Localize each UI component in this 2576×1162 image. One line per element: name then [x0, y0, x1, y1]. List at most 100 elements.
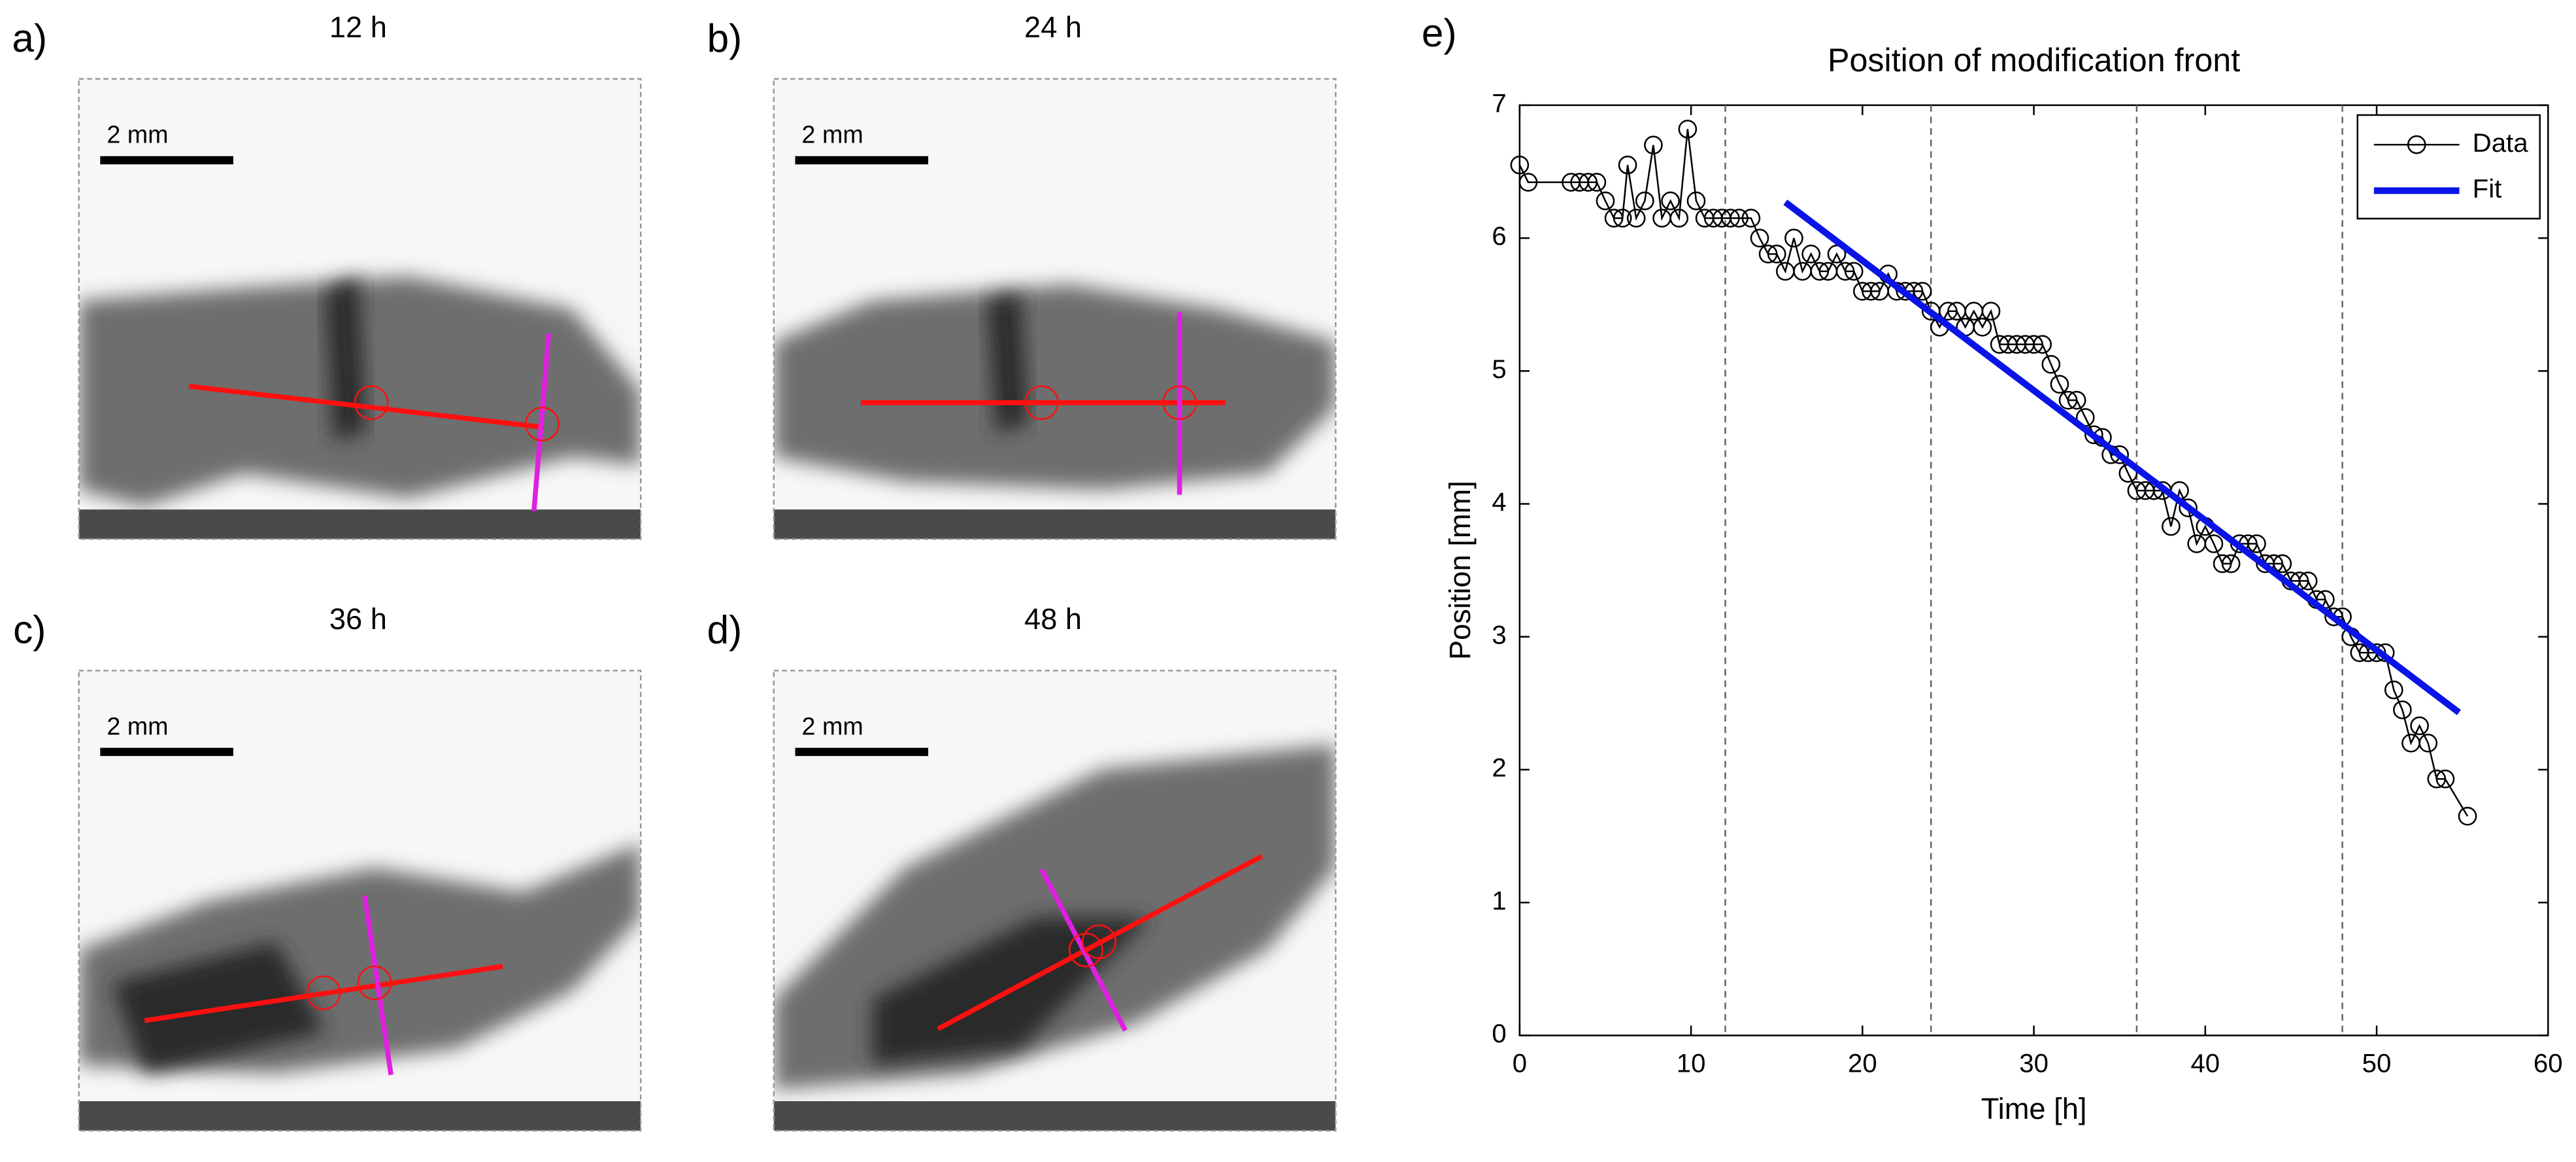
sample-body — [773, 284, 1336, 490]
plot-area — [1518, 104, 2549, 1036]
data-point — [1661, 191, 1680, 211]
data-point — [1767, 245, 1786, 264]
data-point — [2213, 554, 2232, 573]
data-point — [1758, 245, 1778, 264]
data-point — [1801, 245, 1821, 264]
data-point — [2418, 734, 2438, 753]
data-line — [1518, 129, 2469, 817]
data-point — [1579, 173, 1598, 192]
data-point — [1741, 209, 1761, 228]
data-point — [2179, 498, 2198, 517]
data-point — [1827, 245, 1847, 264]
data-point — [2041, 354, 2061, 374]
center-marker — [525, 407, 560, 441]
bottom-strip — [773, 509, 1336, 539]
data-point — [1613, 209, 1632, 228]
sample-core — [325, 276, 367, 441]
axis-magenta — [531, 333, 552, 511]
micrograph: 2 mm — [773, 78, 1337, 540]
axis-magenta — [362, 895, 393, 1076]
data-point — [2393, 700, 2412, 719]
x-tick-label: 10 — [1677, 1048, 1706, 1078]
scale-label: 2 mm — [802, 121, 863, 148]
data-point — [1686, 191, 1706, 211]
y-tick-label: 5 — [1492, 354, 1506, 384]
data-point — [2204, 534, 2224, 553]
data-point — [2084, 425, 2103, 445]
data-point — [2050, 375, 2069, 394]
y-tick-label: 2 — [1492, 753, 1506, 783]
center-marker — [1162, 385, 1197, 420]
micrograph: 2 mm — [78, 78, 642, 540]
frame — [78, 670, 642, 1132]
x-tick-label: 20 — [1848, 1048, 1877, 1078]
data-point — [2110, 445, 2130, 464]
y-tick-label: 6 — [1492, 222, 1506, 251]
scale-bar — [795, 747, 929, 757]
data-point — [2298, 572, 2318, 590]
axis-magenta — [1039, 868, 1128, 1032]
data-point — [1913, 282, 1932, 301]
scale-label: 2 mm — [802, 712, 863, 740]
bottom-strip — [78, 509, 641, 539]
center-marker — [357, 965, 392, 1000]
data-point — [1669, 209, 1689, 228]
frame — [773, 670, 1337, 1132]
micrograph-content — [773, 78, 1336, 539]
center-marker — [1068, 932, 1103, 968]
x-tick-label: 30 — [2019, 1048, 2049, 1078]
data-point — [2024, 335, 2043, 354]
image-panels: a) 12 h 2 mm b) 24 h 2 mm c) 36 h 2 mm d) 48 h 2 mm — [12, 10, 1337, 1132]
data-point — [1862, 282, 1881, 301]
y-tick-label: 3 — [1492, 620, 1506, 649]
data-point — [2067, 390, 2086, 410]
legend-marker — [2407, 135, 2426, 154]
center-marker — [354, 385, 389, 420]
x-tick-label: 50 — [2362, 1048, 2392, 1078]
data-point — [1596, 191, 1615, 211]
data-point — [1644, 135, 1663, 155]
panel-label: b) — [707, 16, 743, 60]
data-point — [1618, 155, 1637, 175]
y-tick-label: 7 — [1492, 88, 1506, 118]
panel-label: d) — [707, 607, 743, 652]
panel-time: 36 h — [329, 602, 387, 636]
data-point — [1973, 317, 1992, 337]
data-point — [1939, 301, 1958, 321]
y-axis-label: Position [mm] — [1443, 481, 1477, 660]
frame — [78, 78, 642, 540]
data-point — [1750, 228, 1769, 248]
data-point — [2384, 680, 2403, 700]
data-point — [1981, 301, 2001, 321]
micrograph: 2 mm — [773, 670, 1337, 1132]
panel-time: 48 h — [1024, 602, 1082, 636]
center-marker — [1024, 385, 1059, 420]
data-point — [2427, 769, 2447, 789]
center-marker — [306, 975, 341, 1010]
data-point — [1678, 120, 1698, 139]
data-point — [1721, 209, 1740, 228]
fit-line — [1783, 199, 2461, 715]
x-tick-label: 40 — [2190, 1048, 2220, 1078]
center-marker — [1082, 924, 1116, 959]
data-point — [2221, 554, 2241, 573]
scale-bar — [100, 747, 233, 757]
data-point — [2273, 554, 2292, 573]
data-point — [1844, 262, 1864, 281]
axis-red — [188, 383, 544, 430]
x-tick-label: 0 — [1513, 1048, 1527, 1078]
legend: Data Fit — [2356, 114, 2541, 220]
chart: e) Position of modification front Time [h]… — [1422, 10, 2563, 1125]
chart-title: Position of modification front — [1828, 42, 2240, 78]
y-tick-label: 1 — [1492, 886, 1506, 915]
micrograph-content — [78, 670, 641, 1131]
bottom-strip — [78, 1101, 641, 1131]
data-point — [1510, 155, 1530, 175]
data-point — [2058, 390, 2078, 410]
panel-label: e) — [1422, 10, 1457, 55]
data-point — [2162, 517, 2181, 536]
data-point — [2247, 534, 2266, 553]
data-point — [2324, 607, 2343, 626]
data-point — [1604, 209, 1624, 228]
